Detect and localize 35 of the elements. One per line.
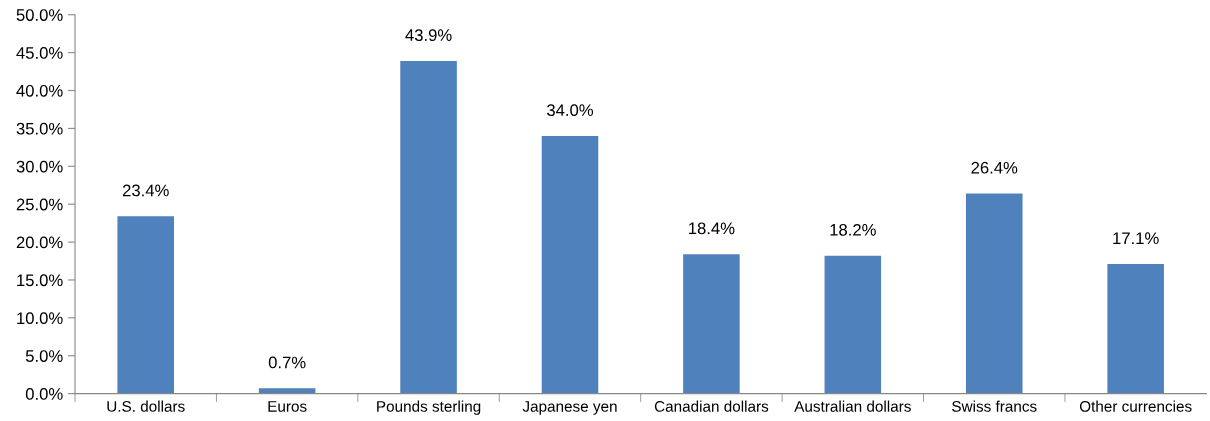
data-label: 18.2% bbox=[830, 223, 876, 236]
bar bbox=[541, 135, 599, 394]
bar bbox=[258, 388, 316, 394]
y-tick-label: 20.0% bbox=[16, 236, 63, 249]
data-label: 26.4% bbox=[971, 161, 1018, 174]
bar bbox=[683, 254, 740, 394]
y-tick-label: 30.0% bbox=[16, 160, 63, 173]
y-tick-label: 0.0% bbox=[25, 388, 63, 400]
y-tick-label: 35.0% bbox=[16, 122, 63, 135]
bar bbox=[824, 255, 882, 394]
y-tick-label: 45.0% bbox=[16, 47, 63, 59]
y-tick-label: 15.0% bbox=[17, 274, 63, 287]
x-tick-label: Canadian dollars bbox=[654, 400, 769, 412]
bar bbox=[117, 216, 175, 394]
x-tick-label: Other currencies bbox=[1079, 400, 1192, 412]
bar bbox=[400, 60, 457, 394]
bar bbox=[965, 193, 1023, 394]
x-tick-label: Swiss francs bbox=[952, 400, 1037, 412]
x-tick-label: Euros bbox=[268, 401, 307, 412]
y-tick-label: 50.0% bbox=[16, 9, 63, 21]
data-label: 0.7% bbox=[268, 356, 306, 369]
x-tick-label: Pounds sterling bbox=[377, 400, 481, 415]
data-label: 17.1% bbox=[1113, 232, 1159, 245]
x-tick-label: Japanese yen bbox=[522, 401, 617, 415]
y-tick-label: 25.0% bbox=[16, 198, 63, 211]
data-label: 34.0% bbox=[546, 104, 594, 117]
y-tick-label: 40.0% bbox=[16, 84, 63, 97]
x-tick-label: U.S. dollars bbox=[107, 400, 185, 412]
data-label: 23.4% bbox=[122, 184, 169, 197]
y-tick-label: 10.0% bbox=[17, 312, 63, 325]
x-tick-label: Australian dollars bbox=[794, 400, 911, 412]
bar bbox=[1107, 264, 1164, 394]
data-label: 18.4% bbox=[689, 222, 735, 235]
y-tick-label: 5.0% bbox=[25, 350, 63, 362]
data-label: 43.9% bbox=[405, 29, 452, 41]
